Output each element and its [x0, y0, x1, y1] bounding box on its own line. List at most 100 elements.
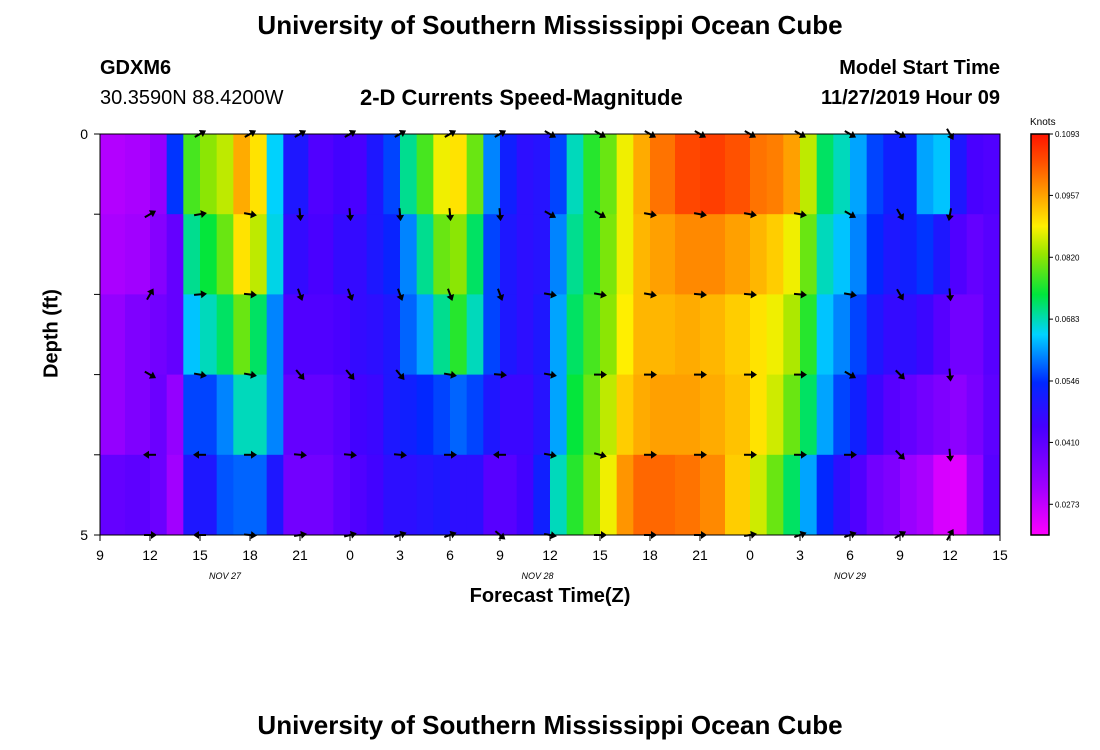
arrow-head [851, 450, 857, 459]
heatmap-cell [466, 374, 484, 456]
current-arrow [293, 450, 307, 459]
heatmap-cell [283, 134, 309, 215]
arrow-head [296, 214, 305, 222]
heatmap-cell [433, 214, 451, 295]
heatmap-cell [675, 294, 701, 376]
heatmap-cell [633, 454, 651, 535]
colorbar-label: 0.0410 [1055, 438, 1080, 447]
arrow-head [493, 450, 499, 459]
heatmap-cell [766, 454, 784, 535]
heatmap-cell [183, 294, 201, 376]
heatmap-cell [675, 134, 701, 215]
heatmap-cell [233, 214, 251, 295]
x-tick-label: 3 [396, 547, 404, 563]
heatmap-cell [125, 294, 151, 376]
page-title: University of Southern Mississippi Ocean… [257, 10, 843, 40]
heatmap-cell [850, 454, 868, 535]
current-arrow [895, 449, 905, 460]
current-arrow [593, 451, 607, 459]
date-label: NOV 28 [521, 571, 553, 581]
heatmap-cell [700, 214, 726, 295]
heatmap-cell [650, 454, 676, 535]
arrow-head [800, 210, 807, 219]
current-arrow [244, 450, 257, 459]
arrow-head [400, 450, 407, 459]
model-start-label: Model Start Time [839, 57, 1000, 79]
heatmap-cell [725, 134, 751, 215]
heatmap-cell [216, 134, 234, 215]
heatmap-cell [700, 294, 726, 376]
heatmap-cell [383, 134, 401, 215]
heatmap-cell [600, 214, 618, 295]
heatmap-cell [675, 374, 701, 456]
heatmap-cell [125, 374, 151, 456]
heatmap-cell [833, 454, 851, 535]
heatmap-cell [100, 454, 126, 535]
heatmap-cell [616, 214, 634, 295]
date-label: NOV 29 [834, 571, 866, 581]
heatmap-cell [583, 294, 601, 376]
heatmap-cell [166, 294, 184, 376]
current-arrow [296, 288, 305, 301]
arrow-head [347, 372, 355, 380]
arrow-head [650, 290, 657, 299]
current-arrow [493, 370, 507, 379]
heatmap-cell [416, 134, 434, 215]
heatmap-cell [100, 214, 126, 295]
colorbar: Knots 0.1093 0.0957 0.0820 0.0683 0.0546 0.041… [1030, 117, 1080, 536]
heatmap-cell [650, 214, 676, 295]
heatmap-cell [150, 374, 168, 456]
current-arrow [844, 450, 857, 459]
current-arrow [743, 290, 757, 299]
heatmap-cell [750, 134, 768, 215]
heatmap-cell [516, 294, 534, 376]
arrow-head [450, 370, 457, 379]
heatmap-cell [150, 134, 168, 215]
current-arrow [295, 369, 305, 380]
heatmap-cell [566, 214, 584, 295]
heatmap-cell [533, 374, 551, 456]
arrow-head [801, 370, 807, 379]
heatmap-cell [216, 454, 234, 535]
heatmap-cells [100, 134, 1000, 535]
current-arrow [896, 208, 904, 221]
current-arrow [843, 290, 857, 299]
heatmap-cell [700, 134, 726, 215]
heatmap-cell [750, 214, 768, 295]
x-tick-label: 6 [846, 547, 854, 563]
heatmap-cell [233, 454, 251, 535]
heatmap-cell [883, 214, 901, 295]
heatmap-cell [983, 454, 1000, 535]
arrow-head [751, 450, 757, 459]
heatmap-cell [916, 134, 934, 215]
heatmap-cell [166, 454, 184, 535]
heatmap-cell [883, 374, 901, 456]
current-arrow [343, 450, 357, 459]
current-arrow [193, 450, 206, 459]
heatmap-cell [400, 374, 418, 456]
arrow-head [200, 370, 207, 379]
heatmap-cell [950, 374, 968, 456]
colorbar-label: 0.0820 [1055, 253, 1080, 262]
heatmap-cell [533, 294, 551, 376]
heatmap-cell [800, 214, 818, 295]
x-tick-label: 21 [292, 547, 308, 563]
arrow-head [897, 293, 904, 301]
current-arrow [644, 450, 657, 459]
current-arrow [693, 290, 707, 299]
heatmap-cell [750, 374, 768, 456]
x-tick-label: 0 [346, 547, 354, 563]
arrow-head [496, 214, 505, 222]
arrow-head [297, 372, 305, 380]
arrow-head [850, 290, 857, 299]
heatmap-cell [250, 454, 268, 535]
heatmap-cell [466, 454, 484, 535]
heatmap-cell [450, 454, 468, 535]
heatmap-cell [500, 134, 518, 215]
current-arrow [243, 370, 257, 379]
heatmap-cell [516, 214, 534, 295]
arrow-head [397, 372, 405, 380]
y-tick-label: 5 [80, 527, 88, 543]
arrow-head [946, 295, 955, 302]
